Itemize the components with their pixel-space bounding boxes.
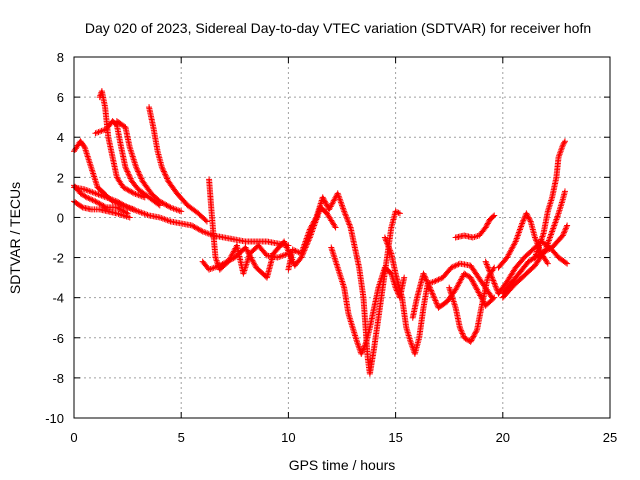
series-arc-9 (206, 176, 292, 277)
series-markers (113, 118, 185, 215)
y-tick-label: -2 (52, 251, 64, 266)
y-tick-label: -4 (52, 291, 64, 306)
series-arc-17 (482, 238, 571, 297)
series-arc-11 (285, 190, 403, 377)
series-markers (446, 264, 498, 345)
series-arc-12 (328, 244, 408, 357)
series-markers (146, 104, 210, 225)
chart-title: Day 020 of 2023, Sidereal Day-to-day VTE… (85, 20, 591, 36)
series-arc-16 (452, 212, 498, 241)
series-markers (531, 138, 568, 261)
x-tick-label: 15 (388, 430, 402, 445)
x-tick-label: 5 (178, 430, 185, 445)
data-series (71, 88, 571, 377)
y-tick-label: 8 (57, 50, 64, 65)
series-markers (482, 238, 571, 297)
x-tick-label: 0 (70, 430, 77, 445)
y-tick-label: 2 (57, 170, 64, 185)
y-tick-label: 6 (57, 90, 64, 105)
y-tick-label: -6 (52, 331, 64, 346)
y-axis-label: SDTVAR / TECUs (7, 182, 23, 294)
y-tick-label: 4 (57, 130, 64, 145)
series-arc-5 (92, 118, 163, 209)
x-tick-label: 10 (281, 430, 295, 445)
series-arc-20 (499, 222, 571, 297)
series-markers (206, 176, 292, 277)
x-tick-label: 20 (496, 430, 510, 445)
series-markers (452, 212, 498, 241)
y-tick-label: 0 (57, 210, 64, 225)
y-tick-label: -8 (52, 371, 64, 386)
y-tick-label: -10 (45, 411, 64, 426)
series-arc-15 (446, 264, 498, 345)
x-tick-label: 25 (603, 430, 617, 445)
series-arc-2 (71, 198, 133, 221)
series-markers (285, 190, 403, 377)
series-markers (381, 234, 496, 357)
series-arc-13 (381, 234, 496, 357)
series-markers (495, 210, 551, 271)
series-arc-6 (113, 118, 185, 215)
plot-frame (73, 56, 611, 419)
series-markers (92, 118, 163, 209)
grid (74, 57, 610, 418)
x-axis-label: GPS time / hours (289, 457, 396, 473)
series-arc-7 (146, 104, 210, 225)
series-arc-21 (531, 138, 568, 261)
series-markers (499, 222, 571, 297)
